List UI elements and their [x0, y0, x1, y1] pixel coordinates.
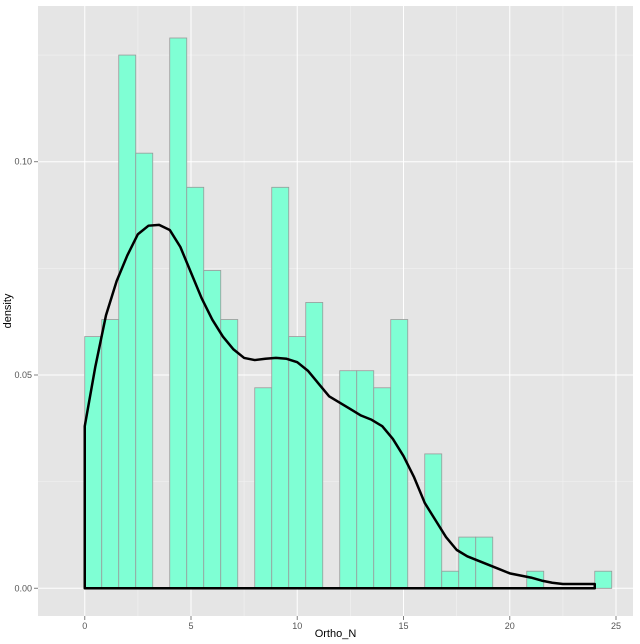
y-axis-title: density — [2, 293, 14, 328]
x-tick-label: 20 — [505, 621, 515, 631]
y-tick-label: 0.10 — [14, 157, 32, 167]
histogram-bar — [135, 152, 154, 589]
x-tick-label: 0 — [82, 621, 87, 631]
histogram-bar — [424, 453, 443, 589]
histogram-bar — [594, 570, 613, 589]
x-tick-label: 15 — [398, 621, 408, 631]
histogram-bar — [254, 387, 273, 589]
y-tick-label: 0.05 — [14, 370, 32, 380]
histogram-bar — [356, 370, 375, 589]
histogram-bar — [441, 570, 460, 589]
x-tick-label: 5 — [188, 621, 193, 631]
y-tick-label: 0.00 — [14, 583, 32, 593]
x-tick-label: 25 — [611, 621, 621, 631]
x-axis: 0 5 10 15 20 25 — [82, 616, 621, 631]
histogram-bar — [169, 37, 188, 589]
density-curve — [83, 223, 596, 590]
grid-minor — [38, 6, 633, 616]
x-tick-label: 10 — [292, 621, 302, 631]
histogram-bar — [458, 536, 477, 589]
histogram-bar — [288, 336, 307, 589]
histogram-bar — [220, 319, 239, 589]
histogram-bar — [390, 319, 409, 589]
x-axis-title: Ortho_N — [315, 628, 357, 640]
histogram-bar — [373, 387, 392, 589]
histogram-bar — [186, 186, 205, 589]
y-axis: 0.00 0.05 0.10 — [14, 157, 38, 593]
histogram-bar — [305, 302, 324, 589]
histogram-bar — [101, 319, 120, 589]
histogram-bar — [271, 186, 290, 589]
histogram-bar — [118, 54, 137, 589]
